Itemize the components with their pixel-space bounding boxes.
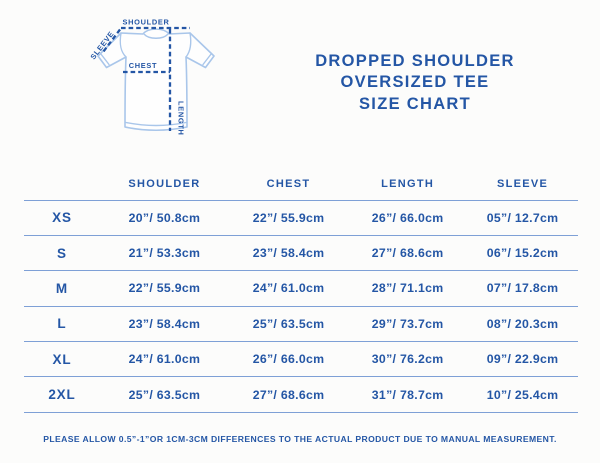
chest-value: 27”/ 68.6cm [252, 387, 325, 402]
chest-value: 25”/ 63.5cm [252, 316, 325, 331]
chest-value: 26”/ 66.0cm [252, 352, 325, 367]
length-value: 27”/ 68.6cm [371, 246, 444, 261]
sleeve-value: 06”/ 15.2cm [486, 246, 559, 261]
table-row-s: S 21”/ 53.3cm 23”/ 58.4cm 27”/ 68.6cm 06… [24, 235, 578, 271]
table-row-xl: XL 24”/ 61.0cm 26”/ 66.0cm 30”/ 76.2cm 0… [24, 342, 578, 377]
collar-ribbing [143, 33, 169, 39]
sleeve-value: 05”/ 12.7cm [486, 210, 559, 225]
diagram-chest-label: CHEST [129, 61, 158, 70]
chest-value: 23”/ 58.4cm [252, 246, 325, 261]
shoulder-value: 21”/ 53.3cm [128, 246, 201, 261]
size-label: 2XL [48, 387, 76, 403]
shoulder-value: 20”/ 50.8cm [128, 210, 201, 225]
diagram-shoulder-label: SHOULDER [122, 18, 169, 27]
header-size-blank [24, 169, 100, 200]
sleeve-value: 10”/ 25.4cm [486, 387, 559, 402]
length-value: 26”/ 66.0cm [371, 210, 444, 225]
right-cuff-stitch [202, 52, 213, 66]
right-armhole-seam [185, 32, 192, 58]
shoulder-value: 23”/ 58.4cm [128, 316, 201, 331]
left-armhole-seam [119, 32, 127, 58]
tshirt-icon: SHOULDER CHEST SLEEVE LENGTH [88, 18, 215, 136]
size-label: M [55, 280, 68, 296]
size-label: XL [52, 351, 72, 367]
table-row-xs: XS 20”/ 50.8cm 22”/ 55.9cm 26”/ 66.0cm 0… [24, 200, 578, 236]
shoulder-value: 22”/ 55.9cm [128, 281, 201, 296]
length-value: 31”/ 78.7cm [371, 387, 444, 402]
hem-stitch [125, 121, 187, 127]
page-title: DROPPED SHOULDER OVERSIZED TEE SIZE CHAR… [260, 51, 570, 115]
length-value: 30”/ 76.2cm [371, 352, 444, 367]
size-label: L [57, 316, 67, 332]
header-length: LENGTH [381, 178, 435, 191]
chest-value: 22”/ 55.9cm [252, 210, 325, 225]
table-row-m: M 22”/ 55.9cm 24”/ 61.0cm 28”/ 71.1cm 07… [24, 271, 578, 307]
tshirt-measurement-diagram: SHOULDER CHEST SLEEVE LENGTH [86, 0, 228, 148]
left-cuff-stitch [99, 52, 110, 66]
chest-value: 24”/ 61.0cm [252, 281, 325, 296]
title-line-3: SIZE CHART [359, 94, 471, 113]
header-shoulder: SHOULDER [128, 178, 201, 191]
shoulder-value: 24”/ 61.0cm [128, 352, 201, 367]
table-row-2xl: 2XL 25”/ 63.5cm 27”/ 68.6cm 31”/ 78.7cm … [24, 377, 578, 413]
size-label: S [57, 245, 67, 261]
sleeve-measure-line [101, 28, 121, 55]
header-chest: CHEST [266, 178, 311, 191]
title-line-2: OVERSIZED TEE [340, 73, 490, 92]
sleeve-value: 08”/ 20.3cm [486, 316, 559, 331]
diagram-length-label: LENGTH [177, 101, 186, 136]
size-chart-table: SHOULDER CHEST LENGTH SLEEVE XS 20”/ 50.… [24, 169, 578, 413]
sleeve-value: 07”/ 17.8cm [486, 281, 559, 296]
size-label: XS [52, 210, 72, 226]
title-line-1: DROPPED SHOULDER [315, 52, 515, 70]
length-value: 29”/ 73.7cm [371, 316, 444, 331]
header-sleeve: SLEEVE [496, 178, 549, 191]
length-value: 28”/ 71.1cm [371, 281, 444, 296]
measurement-disclaimer: PLEASE ALLOW 0.5”-1”OR 1CM-3CM DIFFERENC… [43, 434, 557, 444]
table-row-l: L 23”/ 58.4cm 25”/ 63.5cm 29”/ 73.7cm 08… [24, 306, 578, 342]
table-header-row: SHOULDER CHEST LENGTH SLEEVE [24, 169, 578, 200]
shoulder-value: 25”/ 63.5cm [128, 387, 201, 402]
sleeve-value: 09”/ 22.9cm [486, 352, 559, 367]
tshirt-outline [97, 28, 215, 132]
